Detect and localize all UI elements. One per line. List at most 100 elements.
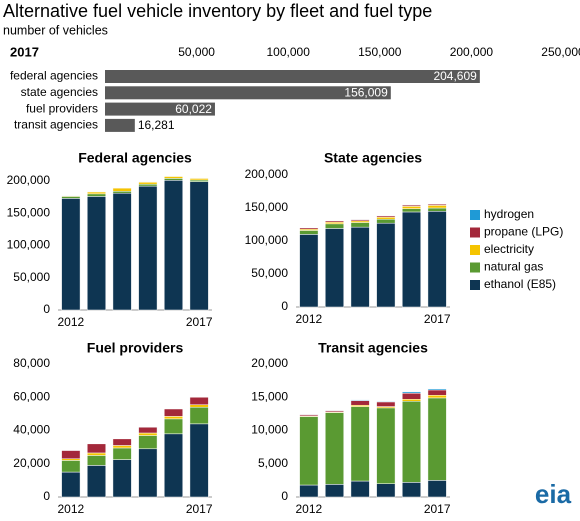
- bar-segment: [138, 435, 158, 450]
- legend-swatch: [470, 210, 480, 220]
- bar-segment: [325, 484, 344, 498]
- bar-segment: [138, 181, 158, 185]
- x-tick-label: 250,000: [541, 45, 580, 59]
- x-tick-label: 2012: [295, 312, 322, 326]
- bar-segment: [138, 448, 158, 498]
- category-label: transit agencies: [14, 118, 98, 132]
- year-label: 2017: [10, 44, 39, 59]
- bar-segment: [61, 460, 81, 473]
- bar-segment: [189, 397, 209, 405]
- bar-segment: [376, 483, 396, 498]
- bar-segment: [164, 408, 183, 417]
- category-label: fuel providers: [26, 101, 98, 115]
- bar-segment: [87, 443, 106, 454]
- bar-segment: [112, 187, 132, 192]
- bar-segment: [112, 447, 132, 460]
- bar-segment: [427, 207, 447, 212]
- y-tick-label: 100,000: [245, 233, 289, 247]
- bar-segment: [325, 412, 344, 485]
- chart-title: Alternative fuel vehicle inventory by fl…: [3, 1, 432, 21]
- legend-swatch: [470, 227, 480, 238]
- category-label: federal agencies: [10, 69, 98, 83]
- x-tick-label: 2017: [424, 502, 451, 516]
- chart-subtitle: number of vehicles: [3, 23, 108, 37]
- y-tick-label: 150,000: [7, 205, 51, 219]
- legend-label: propane (LPG): [484, 225, 563, 239]
- y-tick-label: 50,000: [13, 270, 50, 284]
- bar-segment: [427, 205, 447, 209]
- x-tick-label: 2017: [186, 315, 213, 329]
- bar: [105, 70, 480, 83]
- y-tick-label: 100,000: [7, 238, 51, 252]
- bar-segment: [427, 480, 447, 498]
- y-tick-label: 40,000: [13, 423, 50, 437]
- bar-segment: [427, 388, 447, 391]
- bar-segment: [87, 452, 106, 456]
- panel-title: Transit agencies: [318, 340, 428, 356]
- y-tick-label: 15,000: [251, 389, 288, 403]
- x-tick-label: 2017: [424, 312, 451, 326]
- bar-segment: [61, 450, 81, 460]
- bar-segment: [427, 397, 447, 481]
- y-tick-label: 0: [43, 302, 50, 316]
- value-label: 16,281: [138, 118, 175, 132]
- bar-segment: [376, 216, 396, 220]
- bar-segment: [87, 465, 106, 498]
- y-tick-label: 0: [281, 489, 288, 503]
- legend-swatch: [470, 262, 480, 273]
- logo: eia: [535, 479, 572, 509]
- bar-segment: [61, 196, 81, 199]
- bar-segment: [376, 401, 396, 407]
- y-tick-label: 200,000: [7, 173, 51, 187]
- value-label: 204,609: [433, 69, 477, 83]
- bar-segment: [350, 222, 370, 228]
- y-tick-label: 10,000: [251, 423, 288, 437]
- bar: [105, 118, 135, 132]
- bar-segment: [299, 484, 319, 498]
- y-tick-label: 50,000: [251, 266, 288, 280]
- y-tick-label: 0: [43, 489, 50, 503]
- bar-segment: [138, 432, 158, 436]
- bar-segment: [61, 198, 81, 311]
- y-tick-label: 0: [281, 299, 288, 313]
- panel-title: State agencies: [324, 150, 422, 166]
- legend-swatch: [470, 245, 480, 255]
- panel-title: Federal agencies: [78, 150, 192, 166]
- bar-segment: [402, 391, 421, 394]
- bar-segment: [350, 400, 370, 406]
- legend-label: ethanol (E85): [484, 277, 556, 291]
- legend-label: electricity: [484, 242, 534, 256]
- bar-segment: [87, 455, 106, 466]
- bar-segment: [376, 407, 396, 484]
- legend-swatch: [470, 280, 480, 290]
- legend-label: hydrogen: [484, 207, 534, 221]
- bar-segment: [402, 211, 421, 308]
- x-tick-label: 50,000: [178, 45, 215, 59]
- bar-segment: [138, 185, 158, 311]
- bar-segment: [189, 406, 209, 425]
- bar-segment: [299, 230, 319, 235]
- bar-segment: [427, 395, 447, 399]
- bar-segment: [87, 191, 106, 195]
- bar-segment: [427, 389, 447, 396]
- bar-segment: [325, 228, 344, 308]
- bar-segment: [164, 176, 183, 179]
- panel-title: Fuel providers: [87, 340, 184, 356]
- bar-segment: [189, 181, 209, 311]
- bar-segment: [112, 438, 132, 446]
- y-tick-label: 20,000: [13, 456, 50, 470]
- bar-segment: [164, 180, 183, 311]
- bar-segment: [112, 191, 132, 194]
- bar-segment: [376, 400, 396, 403]
- bar-segment: [164, 416, 183, 420]
- y-tick-label: 200,000: [245, 167, 289, 181]
- bar-segment: [61, 471, 81, 498]
- y-tick-label: 20,000: [251, 356, 288, 370]
- bar-segment: [112, 192, 132, 311]
- bar-segment: [112, 459, 132, 498]
- bar-segment: [138, 426, 158, 434]
- x-tick-label: 2017: [186, 502, 213, 516]
- bar-segment: [376, 222, 396, 308]
